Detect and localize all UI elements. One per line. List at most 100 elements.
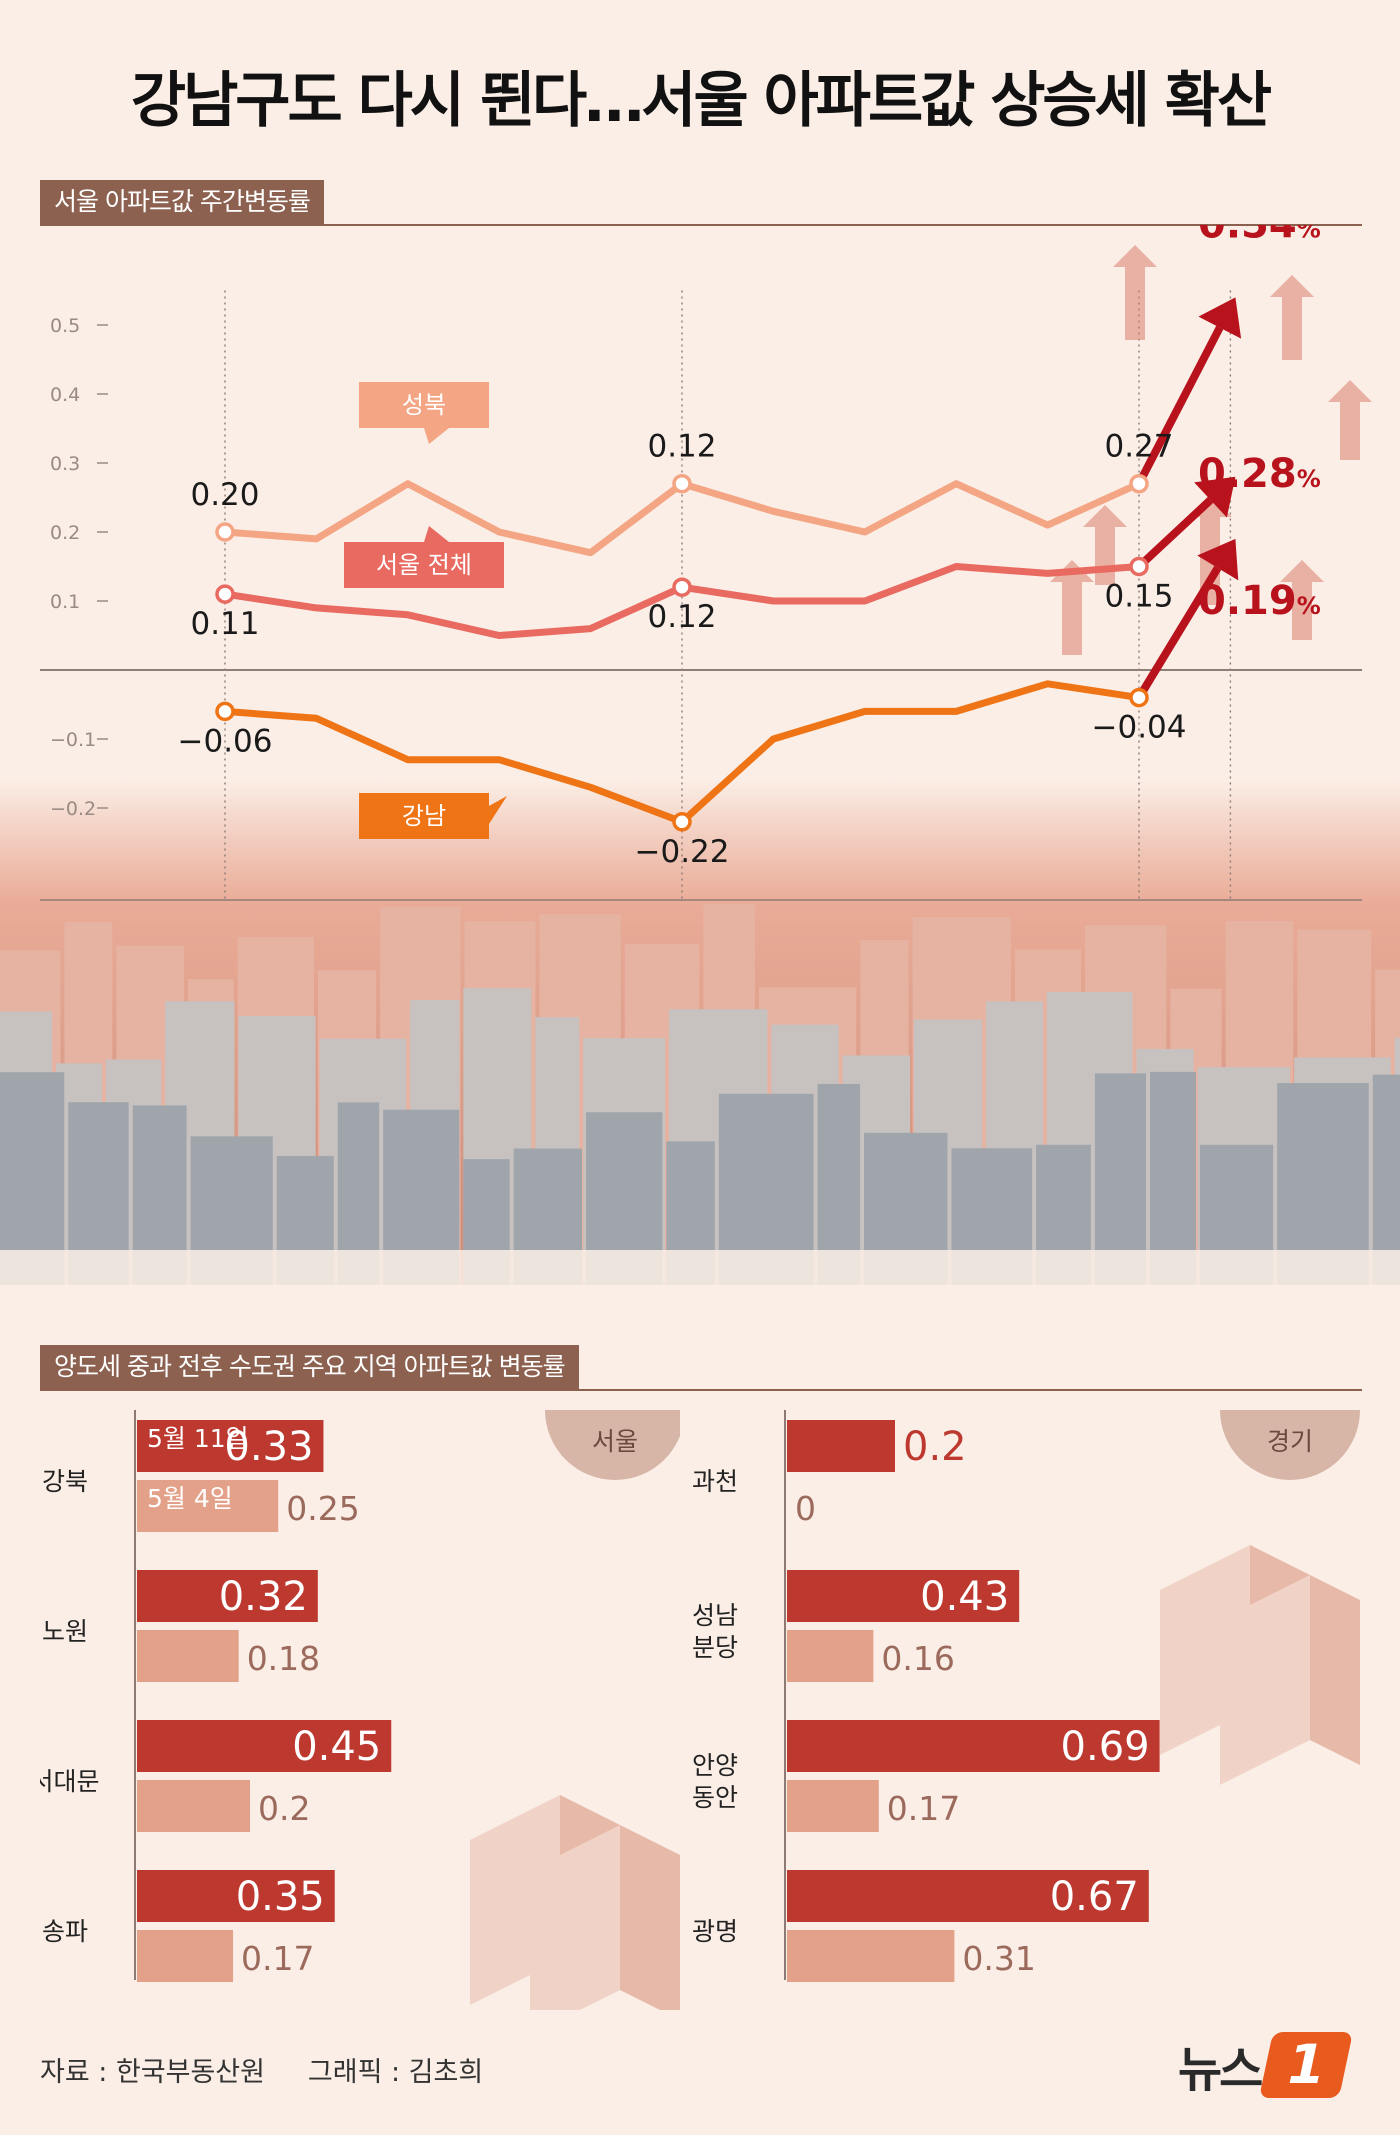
up-arrow-icon (1050, 560, 1094, 655)
y-tick-label: 0.1 (50, 591, 80, 613)
series-callout-box (344, 542, 504, 588)
building-illustration-side (1310, 1575, 1360, 1765)
bar-value-label: 0.35 (236, 1874, 325, 1920)
bar-value-label: 0.17 (241, 1939, 314, 1978)
bar-value-label: 0.69 (1061, 1724, 1150, 1770)
bar-may-11 (137, 1570, 318, 1622)
y-tick-label: −0.1 (50, 729, 96, 751)
apartment-building (1372, 1074, 1400, 1285)
line-section-label: 서울 아파트값 주간변동률 (40, 180, 324, 224)
point-value-label: 0.11 (190, 606, 259, 642)
point-value-label: −0.04 (1092, 710, 1187, 746)
y-tick-label: 0.5 (50, 315, 80, 337)
data-point-marker (672, 577, 692, 597)
data-point-marker (1129, 687, 1149, 708)
bar-may-11 (137, 1420, 324, 1472)
point-value-label: −0.22 (635, 834, 730, 870)
point-value-label: 0.12 (647, 429, 716, 465)
category-label: 성남 (692, 1601, 738, 1630)
apartment-building (1094, 1073, 1147, 1285)
bar-may-11 (137, 1870, 335, 1922)
bar-value-label: 0.17 (887, 1789, 960, 1828)
seoul-bar-chart: 서울 강북 0.33 0.25 노원 0.32 0.18 서대문 0.45 0.2 송파 0.35 0.… (40, 1410, 680, 2010)
bar-may-11 (787, 1720, 1160, 1772)
up-arrow-icon (1328, 380, 1372, 460)
data-point-marker (1129, 473, 1149, 494)
series-callout-tail (489, 796, 507, 824)
bar-value-label: 0.2 (258, 1789, 310, 1828)
bar-may-4 (787, 1780, 879, 1832)
source-credit: 자료 : 한국부동산원 그래픽 : 김초희 (40, 2057, 484, 2088)
category-label: 송파 (42, 1917, 88, 1946)
gyeonggi-bar-chart: 경기 과천 0.2 0 성남 분당 0.43 0.16 안양 동안 0.69 0.17 광명 0.67 0.… (690, 1410, 1360, 2010)
series-callout-box (359, 793, 489, 839)
building-illustration (530, 1825, 620, 2010)
data-point-marker (215, 584, 235, 604)
bar-may-11 (787, 1870, 1149, 1922)
bar-value-label: 0.67 (1050, 1874, 1139, 1920)
news1-logo: 뉴스 1 (1178, 2030, 1354, 2100)
building-illustration (1220, 1575, 1310, 1785)
y-tick-label: 0.3 (50, 453, 80, 475)
category-label: 서대문 (40, 1767, 100, 1796)
point-value-label: 0.12 (647, 599, 716, 635)
page-title: 강남구도 다시 뛴다…서울 아파트값 상승세 확산 (130, 66, 1272, 136)
line-section-rule (40, 224, 1362, 226)
y-tick-label: 0.4 (50, 384, 80, 406)
bar-value-label: 0.43 (920, 1574, 1009, 1620)
bar-value-label: 0.2 (903, 1424, 967, 1470)
jump-arrow-shaft (1135, 325, 1224, 486)
y-tick-label: 0.2 (50, 522, 80, 544)
up-arrow-icon (1280, 560, 1324, 640)
up-arrow-icon (1270, 275, 1314, 360)
up-arrow-icon (1083, 505, 1127, 585)
series-callout-box (359, 382, 489, 428)
bar-may-4 (137, 1480, 279, 1532)
bar-value-label: 0.25 (286, 1489, 359, 1528)
bar-value-label: 0.33 (224, 1424, 313, 1470)
category-label: 노원 (42, 1617, 88, 1646)
building-illustration-side (620, 1825, 680, 2010)
jump-arrow-shaft (1135, 565, 1222, 700)
jump-arrow-head (1194, 476, 1236, 518)
point-value-label: −0.06 (178, 723, 273, 759)
legend-label-may-11: 5월 11일 (147, 1424, 249, 1453)
apartment-building (0, 1072, 65, 1285)
legend-label-may-4: 5월 4일 (147, 1484, 233, 1513)
apartment-skyline-image (0, 780, 1400, 1285)
region-badge (1220, 1410, 1360, 1480)
category-label: 광명 (692, 1917, 738, 1946)
jump-arrow-head (1197, 538, 1239, 581)
bar-section-label: 양도세 중과 전후 수도권 주요 지역 아파트값 변동률 (40, 1345, 579, 1389)
jump-arrow-head (1198, 297, 1242, 339)
category-label: 동안 (692, 1783, 738, 1812)
category-label: 과천 (692, 1467, 738, 1496)
bar-section-rule (40, 1389, 1362, 1391)
weekly-change-line-chart: 0.50.40.30.20.1−0.1−0.22월 23일3월 30일5월 4일… (40, 225, 1372, 901)
data-point-marker (672, 812, 692, 832)
series-name-label: 성북 (402, 391, 446, 419)
bar-may-11 (787, 1420, 895, 1472)
series-name-label: 강남 (402, 802, 446, 830)
final-value-label: 0.19% (1198, 578, 1321, 624)
point-value-label: 0.15 (1104, 579, 1173, 615)
region-badge (545, 1410, 680, 1480)
jump-arrow-shaft (1136, 497, 1214, 570)
bar-may-11 (787, 1570, 1020, 1622)
category-label: 강북 (42, 1467, 88, 1496)
data-point-marker (215, 701, 235, 722)
data-point-marker (1129, 556, 1149, 577)
bar-may-4 (787, 1930, 955, 1982)
bar-may-4 (787, 1630, 874, 1682)
up-arrow-icon (1113, 245, 1157, 340)
region-badge-label: 서울 (592, 1427, 638, 1456)
logo-badge: 1 (1259, 2032, 1354, 2098)
bar-may-11 (137, 1720, 392, 1772)
bar-value-label: 0.16 (881, 1639, 954, 1678)
series-callout-tail (424, 526, 449, 542)
point-value-label: 0.20 (190, 477, 259, 513)
bar-may-4 (137, 1630, 239, 1682)
